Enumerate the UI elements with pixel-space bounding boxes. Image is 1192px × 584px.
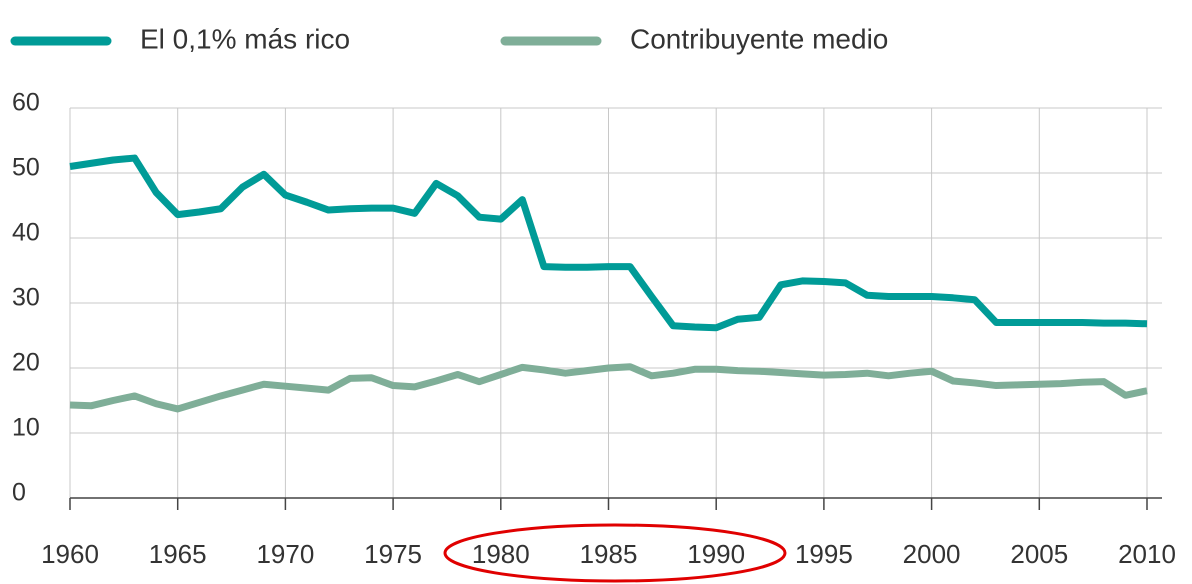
x-tick-label: 1965 bbox=[149, 539, 207, 569]
legend-label: El 0,1% más rico bbox=[140, 23, 350, 54]
x-tick-label: 1980 bbox=[472, 539, 530, 569]
x-tick-label: 1985 bbox=[580, 539, 638, 569]
x-tick-label: 1970 bbox=[256, 539, 314, 569]
y-tick-label: 10 bbox=[12, 414, 40, 442]
x-tick-label: 1975 bbox=[364, 539, 422, 569]
x-tick-label: 2005 bbox=[1010, 539, 1068, 569]
y-tick-label: 20 bbox=[12, 349, 40, 377]
series-line bbox=[69, 154, 1148, 332]
x-tick-label: 2000 bbox=[903, 539, 961, 569]
series-line bbox=[69, 363, 1148, 413]
y-tick-label: 0 bbox=[12, 479, 26, 507]
highlight-ellipse bbox=[443, 523, 787, 583]
plot: 0 10 20 30 40 50 60 1960 1965 1970 1975 1980 1985 199… bbox=[10, 23, 1176, 569]
legend-label: Contribuyente medio bbox=[630, 23, 888, 54]
x-tick-label: 1995 bbox=[795, 539, 853, 569]
x-tick-label: 1990 bbox=[687, 539, 745, 569]
x-tick-label: 1960 bbox=[41, 539, 99, 569]
x-tick-label: 2010 bbox=[1118, 539, 1176, 569]
y-tick-label: 30 bbox=[12, 284, 40, 312]
y-tick-label: 60 bbox=[12, 89, 40, 117]
y-tick-label: 40 bbox=[12, 219, 40, 247]
y-tick-label: 50 bbox=[12, 154, 40, 182]
